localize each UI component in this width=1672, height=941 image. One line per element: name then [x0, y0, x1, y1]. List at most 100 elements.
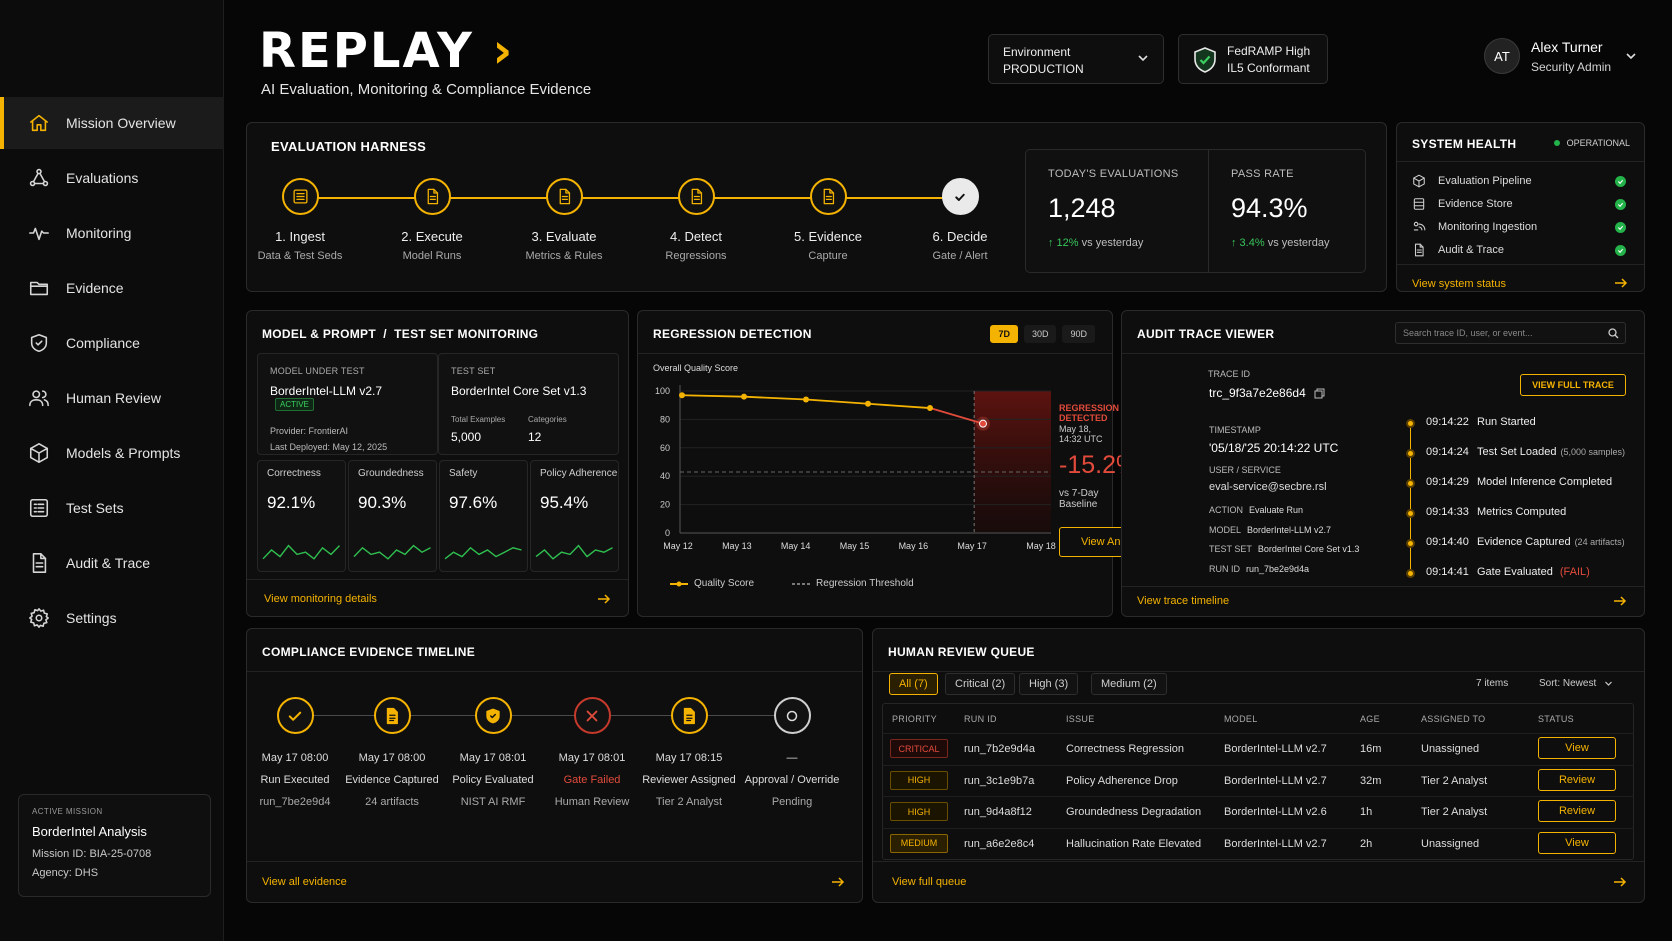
arrow-right-icon[interactable]: [831, 876, 845, 888]
trace-id-row: trc_9f3a7e2e86d4: [1209, 386, 1325, 400]
range-tab-30d[interactable]: 30D: [1023, 325, 1057, 343]
sidebar-item-label: Evaluations: [66, 170, 139, 186]
test-set-name: BorderIntel Core Set v1.3: [451, 384, 587, 398]
step-subtitle: Metrics & Rules: [525, 250, 603, 262]
trace-event[interactable]: Evidence Captured (24 artifacts): [1477, 536, 1625, 548]
sidebar-item-evaluations[interactable]: Evaluations: [0, 152, 224, 204]
row-action-button[interactable]: Review: [1538, 768, 1616, 791]
system-health-card: SYSTEM HEALTH OPERATIONAL Evaluation Pip…: [1396, 122, 1645, 292]
review-tab[interactable]: All (7): [889, 673, 938, 695]
sidebar-item-evidence[interactable]: Evidence: [0, 262, 224, 314]
harness-step[interactable]: 2. Execute Model Runs: [367, 178, 497, 262]
sidebar-item-label: Human Review: [66, 390, 161, 406]
compliance-step[interactable]: May 17 08:01 Policy Evaluated NIST AI RMF: [438, 697, 548, 808]
step-subtitle: Gate / Alert: [932, 250, 988, 262]
trace-event[interactable]: Run Started: [1477, 416, 1536, 428]
sidebar-item-label: Mission Overview: [66, 115, 176, 131]
arrow-right-icon[interactable]: [1613, 876, 1627, 888]
metric-tile[interactable]: Correctness 92.1%: [257, 460, 346, 572]
chevron-down-icon: [1138, 55, 1148, 62]
cell-run: run_3c1e9b7a: [964, 774, 1035, 787]
sidebar-item-audit-trace[interactable]: Audit & Trace: [0, 537, 224, 589]
row-divider: [882, 796, 1634, 797]
sidebar-item-monitoring[interactable]: Monitoring: [0, 207, 224, 259]
range-tab-90d[interactable]: 90D: [1062, 325, 1095, 343]
harness-step[interactable]: 4. Detect Regressions: [631, 178, 761, 262]
regression-baseline: vs 7-Day Baseline: [1059, 488, 1099, 510]
x-icon: [586, 710, 598, 721]
compliance-step-event: Evidence Captured: [345, 774, 439, 786]
sort-dropdown[interactable]: Sort: Newest: [1539, 678, 1613, 689]
environment-selector[interactable]: Environment PRODUCTION: [988, 34, 1164, 84]
sidebar-item-compliance[interactable]: Compliance: [0, 317, 224, 369]
compliance-step[interactable]: May 17 08:01 Gate Failed Human Review: [537, 697, 647, 808]
health-item-label: Evidence Store: [1438, 198, 1513, 210]
system-health-title: SYSTEM HEALTH: [1412, 137, 1517, 151]
compliance-step[interactable]: — Approval / Override Pending: [737, 697, 847, 808]
metric-content: Policy Adherence 95.4%: [540, 468, 617, 513]
row-action-button[interactable]: Review: [1538, 800, 1616, 822]
view-full-queue-link[interactable]: View full queue: [892, 876, 967, 888]
step-circle: [809, 178, 847, 215]
health-item[interactable]: Monitoring Ingestion: [1412, 217, 1537, 237]
compliance-step[interactable]: May 17 08:00 Run Executed run_7be2e9d4: [240, 697, 350, 808]
review-tab[interactable]: Critical (2): [945, 673, 1016, 695]
review-tab[interactable]: Medium (2): [1091, 673, 1167, 695]
y-tick-label: 100: [655, 386, 670, 396]
row-action-button[interactable]: View: [1538, 831, 1616, 854]
user-menu[interactable]: AT Alex Turner Security Admin: [1484, 38, 1659, 82]
view-trace-timeline-link[interactable]: View trace timeline: [1137, 595, 1230, 607]
compliance-step[interactable]: May 17 08:15 Reviewer Assigned Tier 2 Anal…: [634, 697, 744, 808]
harness-step[interactable]: 6. Decide Gate / Alert: [895, 178, 1025, 262]
view-full-trace-button[interactable]: VIEW FULL TRACE: [1520, 374, 1626, 396]
user-role: Security Admin: [1531, 60, 1612, 74]
sidebar-item-human-review[interactable]: Human Review: [0, 372, 224, 424]
metric-tile[interactable]: Groundedness 90.3%: [348, 460, 437, 572]
active-mission-name: BorderIntel Analysis: [32, 824, 147, 839]
x-tick-label: May 16: [899, 541, 929, 551]
view-monitoring-details-link[interactable]: View monitoring details: [264, 593, 377, 605]
harness-step[interactable]: 3. Evaluate Metrics & Rules: [499, 178, 629, 262]
sidebar-item-models-prompts[interactable]: Models & Prompts: [0, 427, 224, 479]
arrow-right-icon[interactable]: [1613, 595, 1627, 607]
y-tick-label: 60: [660, 443, 670, 453]
view-system-status-link[interactable]: View system status: [1412, 278, 1506, 290]
cell-issue: Hallucination Rate Elevated: [1066, 837, 1202, 850]
health-item[interactable]: Audit & Trace: [1412, 240, 1504, 260]
arrow-right-icon[interactable]: [597, 593, 611, 605]
harness-step[interactable]: 5. Evidence Capture: [763, 178, 893, 262]
trace-event[interactable]: Gate Evaluated (FAIL): [1477, 566, 1590, 578]
review-tab[interactable]: High (3): [1019, 673, 1079, 695]
pass-rate-stat: PASS RATE 94.3% ↑ 3.4% vs yesterday: [1231, 168, 1329, 249]
priority-badge: HIGH: [890, 802, 948, 821]
harness-step[interactable]: 1. Ingest Data & Test Seds: [235, 178, 365, 262]
trace-field-key: TEST SET: [1209, 544, 1252, 554]
cell-age: 2h: [1360, 837, 1373, 850]
sidebar-item-mission-overview[interactable]: Mission Overview: [0, 97, 224, 149]
trace-event[interactable]: Model Inference Completed: [1477, 476, 1612, 488]
range-tab-7d[interactable]: 7D: [990, 325, 1018, 343]
copy-icon[interactable]: [1314, 388, 1325, 399]
sidebar-item-settings[interactable]: Settings: [0, 592, 224, 644]
document-icon: [386, 707, 398, 724]
timestamp-label: TIMESTAMP: [1209, 425, 1261, 435]
metric-tile[interactable]: Policy Adherence 95.4%: [530, 460, 619, 572]
metric-tile[interactable]: Safety 97.6%: [439, 460, 528, 572]
folder-icon: [28, 277, 50, 299]
health-item[interactable]: Evaluation Pipeline: [1412, 171, 1532, 191]
trace-field-key: MODEL: [1209, 524, 1242, 535]
view-all-evidence-link[interactable]: View all evidence: [262, 876, 347, 888]
divider: [247, 579, 628, 580]
event-name: Evidence Captured: [1477, 536, 1571, 548]
cell-assigned: Tier 2 Analyst: [1421, 806, 1488, 818]
trace-search-input[interactable]: Search trace ID, user, or event...: [1395, 322, 1626, 344]
compliance-step[interactable]: May 17 08:00 Evidence Captured 24 artifact…: [337, 697, 447, 808]
trace-event[interactable]: Test Set Loaded (5,000 samples): [1477, 446, 1625, 458]
active-mission-card[interactable]: ACTIVE MISSION BorderIntel Analysis Miss…: [18, 794, 211, 897]
search-icon[interactable]: [1608, 328, 1619, 339]
row-action-button[interactable]: View: [1538, 737, 1616, 759]
health-item[interactable]: Evidence Store: [1412, 194, 1513, 214]
arrow-right-icon[interactable]: [1614, 277, 1628, 289]
sidebar-item-test-sets[interactable]: Test Sets: [0, 482, 224, 534]
trace-event[interactable]: Metrics Computed: [1477, 506, 1566, 518]
